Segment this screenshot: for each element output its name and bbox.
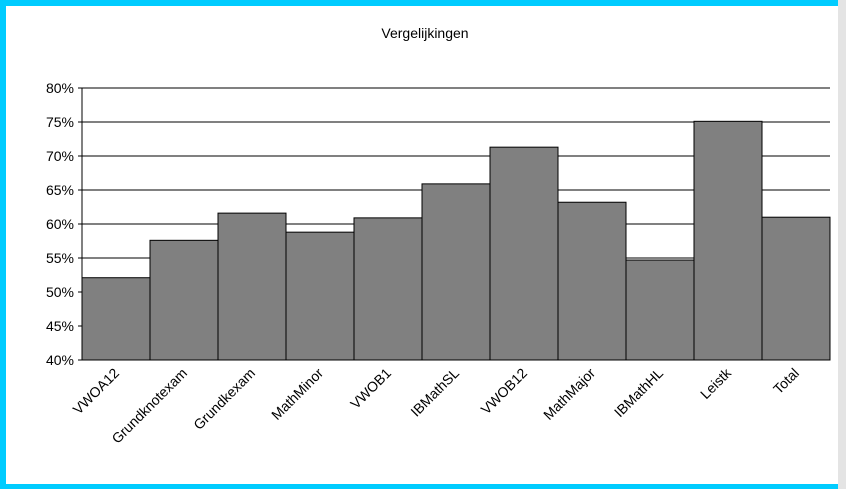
y-tick-label: 70% xyxy=(46,148,74,164)
side-strip xyxy=(838,0,846,489)
bar xyxy=(353,217,423,361)
bar xyxy=(761,216,831,361)
y-tick-label: 80% xyxy=(46,80,74,96)
bar xyxy=(285,231,355,361)
chart-title: Vergelijkingen xyxy=(381,25,468,41)
bar xyxy=(217,212,287,361)
y-tick-label: 55% xyxy=(46,250,74,266)
bar xyxy=(557,201,627,361)
y-tick-label: 75% xyxy=(46,114,74,130)
y-tick-label: 60% xyxy=(46,216,74,232)
bar xyxy=(625,259,695,361)
y-tick-label: 40% xyxy=(46,352,74,368)
bar xyxy=(693,120,763,361)
y-tick-label: 50% xyxy=(46,284,74,300)
bar xyxy=(81,277,151,361)
y-tick-label: 45% xyxy=(46,318,74,334)
bar xyxy=(421,183,491,361)
y-tick-label: 65% xyxy=(46,182,74,198)
bar xyxy=(149,239,219,361)
bar xyxy=(489,146,559,361)
